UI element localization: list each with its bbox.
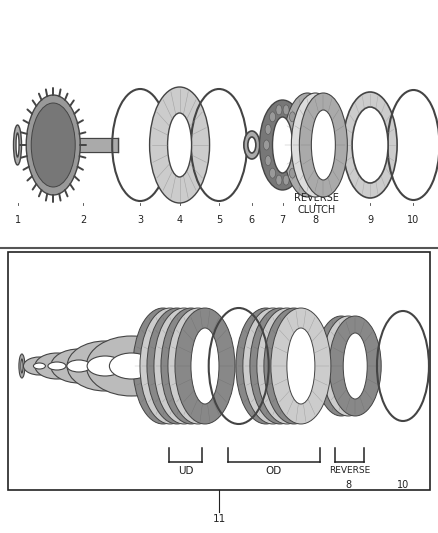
Ellipse shape	[295, 110, 319, 180]
Ellipse shape	[294, 124, 300, 134]
Ellipse shape	[26, 95, 80, 195]
Ellipse shape	[276, 105, 282, 115]
Ellipse shape	[272, 117, 293, 173]
Ellipse shape	[283, 105, 289, 115]
Ellipse shape	[147, 308, 207, 424]
Text: 2: 2	[80, 215, 86, 225]
Ellipse shape	[35, 353, 79, 379]
Ellipse shape	[352, 107, 388, 183]
Ellipse shape	[304, 110, 327, 180]
Text: UD: UD	[178, 466, 193, 476]
Ellipse shape	[283, 175, 289, 185]
Ellipse shape	[311, 110, 336, 180]
Ellipse shape	[257, 308, 317, 424]
Text: REVERSE
CLUTCH: REVERSE CLUTCH	[294, 193, 339, 215]
Ellipse shape	[191, 328, 219, 404]
Ellipse shape	[273, 328, 301, 404]
Ellipse shape	[31, 103, 75, 187]
Ellipse shape	[259, 100, 306, 190]
Ellipse shape	[51, 349, 107, 383]
Ellipse shape	[168, 113, 191, 177]
Ellipse shape	[343, 92, 397, 198]
Ellipse shape	[168, 308, 228, 424]
Ellipse shape	[280, 328, 308, 404]
Text: 8: 8	[345, 480, 351, 490]
Ellipse shape	[177, 328, 205, 404]
Ellipse shape	[266, 328, 294, 404]
Text: 4: 4	[177, 215, 183, 225]
Text: 8: 8	[312, 215, 318, 225]
Ellipse shape	[170, 328, 198, 404]
Ellipse shape	[259, 328, 287, 404]
Ellipse shape	[236, 308, 296, 424]
Ellipse shape	[175, 308, 235, 424]
Ellipse shape	[243, 308, 303, 424]
Ellipse shape	[269, 112, 276, 122]
Ellipse shape	[154, 308, 214, 424]
Text: 11: 11	[212, 514, 226, 524]
Text: REVERSE: REVERSE	[328, 466, 370, 475]
Ellipse shape	[67, 341, 143, 391]
Text: 5: 5	[216, 215, 222, 225]
Ellipse shape	[23, 357, 56, 375]
Ellipse shape	[14, 125, 21, 165]
Ellipse shape	[315, 316, 367, 416]
Ellipse shape	[336, 333, 360, 399]
Ellipse shape	[110, 353, 153, 379]
Bar	[8, 252, 430, 490]
Ellipse shape	[21, 359, 23, 373]
Ellipse shape	[264, 140, 269, 150]
Ellipse shape	[184, 328, 212, 404]
Ellipse shape	[67, 360, 91, 372]
Ellipse shape	[149, 328, 177, 404]
Ellipse shape	[290, 168, 296, 178]
Ellipse shape	[163, 328, 191, 404]
Ellipse shape	[343, 333, 367, 399]
Ellipse shape	[265, 124, 271, 134]
Ellipse shape	[252, 328, 280, 404]
Ellipse shape	[19, 354, 25, 378]
Text: 1: 1	[14, 215, 21, 225]
Ellipse shape	[86, 336, 177, 396]
Text: 7: 7	[279, 215, 286, 225]
Ellipse shape	[150, 87, 209, 203]
Ellipse shape	[264, 308, 324, 424]
Ellipse shape	[271, 308, 331, 424]
Ellipse shape	[322, 316, 374, 416]
Ellipse shape	[250, 308, 310, 424]
Ellipse shape	[33, 363, 46, 369]
Ellipse shape	[133, 308, 193, 424]
Ellipse shape	[156, 328, 184, 404]
Ellipse shape	[140, 308, 200, 424]
Text: OD: OD	[265, 466, 282, 476]
Text: 6: 6	[249, 215, 255, 225]
Ellipse shape	[287, 328, 315, 404]
Text: 9: 9	[367, 215, 373, 225]
Ellipse shape	[294, 156, 300, 166]
Ellipse shape	[299, 93, 347, 197]
Ellipse shape	[291, 93, 339, 197]
Text: 10: 10	[397, 480, 409, 490]
Ellipse shape	[265, 156, 271, 166]
Ellipse shape	[283, 93, 332, 197]
Ellipse shape	[244, 131, 260, 159]
Ellipse shape	[276, 175, 282, 185]
Ellipse shape	[269, 168, 276, 178]
Ellipse shape	[16, 133, 19, 157]
Ellipse shape	[329, 333, 353, 399]
Ellipse shape	[248, 137, 256, 153]
Ellipse shape	[329, 316, 381, 416]
Text: 10: 10	[407, 215, 420, 225]
Ellipse shape	[87, 356, 123, 376]
Ellipse shape	[48, 362, 66, 370]
Text: 3: 3	[137, 215, 143, 225]
Ellipse shape	[296, 140, 301, 150]
Ellipse shape	[161, 308, 221, 424]
Ellipse shape	[290, 112, 296, 122]
